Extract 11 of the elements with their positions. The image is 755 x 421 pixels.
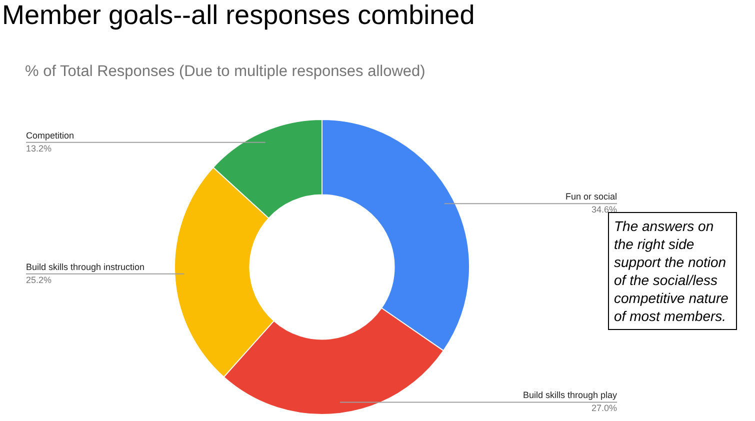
data-label: 34.6% [591, 204, 617, 215]
slice-label: Fun or social [565, 192, 617, 202]
data-label: 27.0% [591, 403, 617, 414]
chart-title: Member goals--all responses combined [2, 0, 475, 31]
slice-label: Build skills through play [522, 390, 618, 400]
slice-label: Build skills through instruction [26, 262, 145, 272]
data-label: 25.2% [26, 274, 52, 285]
chart-subtitle: % of Total Responses (Due to multiple responses allowed) [25, 63, 426, 81]
slice-label: Competition [26, 130, 74, 140]
data-label: 13.2% [26, 143, 52, 154]
text: The answers on the right side support the notion of the social/less competitive nature of most members. [614, 218, 728, 324]
